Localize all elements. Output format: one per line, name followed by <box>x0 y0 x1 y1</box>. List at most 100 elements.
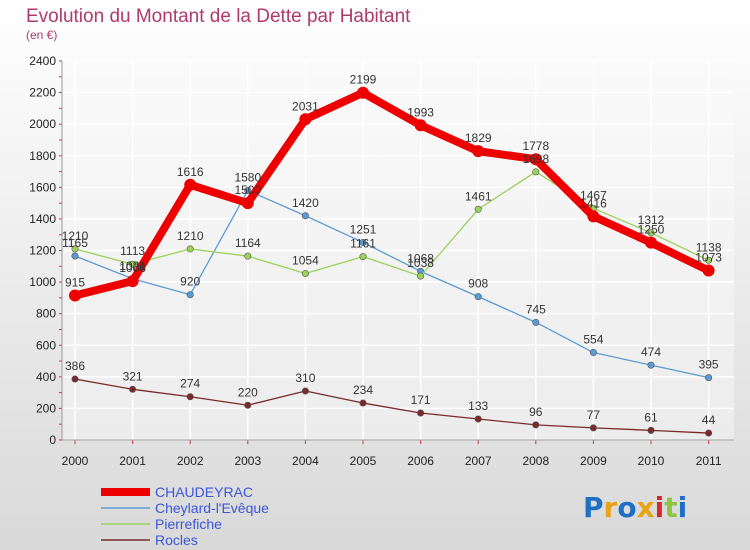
data-label-2: 1113 <box>120 244 145 258</box>
x-tick-label: 2002 <box>177 454 204 468</box>
x-tick-label: 2000 <box>62 454 89 468</box>
data-label-1: 474 <box>641 345 661 359</box>
data-label-2: 1138 <box>696 240 722 254</box>
data-point-0 <box>69 289 81 302</box>
data-label-2: 1461 <box>465 189 492 203</box>
legend-label-2: Pierrefiche <box>155 516 222 532</box>
y-tick-label: 1200 <box>29 244 56 258</box>
data-label-0: 2199 <box>350 73 377 87</box>
data-label-0: 1416 <box>580 196 607 210</box>
data-point-0 <box>126 275 139 288</box>
chart-title: Evolution du Montant de la Dette par Hab… <box>26 6 411 27</box>
legend: CHAUDEYRACCheylard-l'EvêquePierreficheRo… <box>101 484 269 548</box>
data-label-2: 1312 <box>638 213 665 227</box>
data-point-2 <box>532 168 540 176</box>
legend-label-0: CHAUDEYRAC <box>155 484 253 500</box>
data-point-3 <box>244 401 252 409</box>
y-tick-label: 2200 <box>29 86 56 100</box>
data-point-0 <box>529 153 542 166</box>
data-point-3 <box>129 385 137 393</box>
series-line-2 <box>74 171 710 277</box>
data-point-2 <box>647 229 655 237</box>
data-label-1: 920 <box>180 275 200 289</box>
data-label-3: 386 <box>65 359 85 373</box>
x-tick-label: 2010 <box>638 454 665 468</box>
series-lines <box>69 86 715 437</box>
data-label-1: 745 <box>526 302 546 316</box>
data-point-3 <box>532 421 540 429</box>
y-tick-label: 2400 <box>29 54 56 68</box>
data-point-0 <box>645 236 657 249</box>
y-tick-label: 400 <box>36 370 56 384</box>
y-tick-label: 1400 <box>29 212 56 226</box>
data-label-0: 1500 <box>234 183 261 197</box>
x-tick-label: 2006 <box>407 454 434 468</box>
data-labels: 9151006161615002031219919931829177814161… <box>62 73 723 427</box>
data-label-3: 171 <box>411 393 431 407</box>
data-label-3: 234 <box>353 383 373 397</box>
data-label-0: 1778 <box>522 139 549 153</box>
data-point-2 <box>71 245 79 253</box>
series-line-1 <box>74 189 710 379</box>
data-point-3 <box>417 409 425 417</box>
x-tick-label: 2003 <box>234 454 261 468</box>
data-label-0: 915 <box>65 276 85 290</box>
data-label-3: 321 <box>123 369 143 383</box>
data-point-3 <box>186 393 194 401</box>
data-point-0 <box>357 86 369 99</box>
y-tick-label: 1800 <box>29 149 56 163</box>
data-point-3 <box>474 415 482 423</box>
x-tick-label: 2008 <box>522 454 549 468</box>
logo-letter: x <box>637 491 655 524</box>
data-label-0: 1616 <box>177 165 204 179</box>
data-point-0 <box>184 178 197 191</box>
data-label-2: 1467 <box>580 188 607 202</box>
data-point-1 <box>705 374 713 382</box>
data-point-1 <box>244 186 252 194</box>
data-point-2 <box>244 252 252 260</box>
data-label-3: 96 <box>529 405 543 419</box>
series-line-3 <box>74 378 710 434</box>
data-point-3 <box>359 399 367 407</box>
data-label-2: 1164 <box>235 236 261 250</box>
data-point-2 <box>359 253 367 261</box>
x-tick-label: 2001 <box>119 454 146 468</box>
data-label-3: 133 <box>468 399 488 413</box>
data-point-1 <box>474 293 482 301</box>
data-point-0 <box>414 119 427 132</box>
x-tick-label: 2011 <box>696 454 722 468</box>
data-label-1: 1580 <box>234 170 261 184</box>
data-label-2: 1038 <box>407 256 434 270</box>
data-label-1: 1251 <box>350 222 377 236</box>
y-tick-label: 800 <box>36 307 56 321</box>
data-point-0 <box>472 145 485 158</box>
data-point-0 <box>241 197 254 210</box>
logo-letter: r <box>604 491 618 524</box>
data-point-1 <box>186 291 194 299</box>
data-point-2 <box>301 270 309 278</box>
data-label-1: 395 <box>699 358 719 372</box>
axes: 0 200 400 600 800 1000 1200 1400 1600 1800 2000 220… <box>29 54 734 468</box>
logo-letter: t <box>664 491 677 524</box>
y-tick-label: 200 <box>36 401 56 415</box>
grid-lines <box>62 60 734 441</box>
data-label-0: 1829 <box>465 131 492 145</box>
x-tick-label: 2004 <box>292 454 319 468</box>
data-label-0: 1073 <box>695 251 722 265</box>
legend-label-3: Rocles <box>155 532 198 548</box>
y-tick-label: 2000 <box>29 117 56 131</box>
data-label-0: 1993 <box>407 105 434 119</box>
logo-letter: i <box>678 491 688 524</box>
data-label-0: 2031 <box>292 99 319 113</box>
data-label-3: 77 <box>587 408 601 422</box>
data-point-2 <box>705 256 713 264</box>
y-tick-label: 0 <box>49 433 56 447</box>
series-line-0 <box>71 88 713 300</box>
data-label-3: 310 <box>295 371 315 385</box>
data-label-0: 1250 <box>638 223 665 237</box>
data-point-1 <box>532 318 540 326</box>
legend-label-1: Cheylard-l'Evêque <box>155 500 269 516</box>
data-point-1 <box>71 252 79 260</box>
data-point-0 <box>587 210 600 223</box>
